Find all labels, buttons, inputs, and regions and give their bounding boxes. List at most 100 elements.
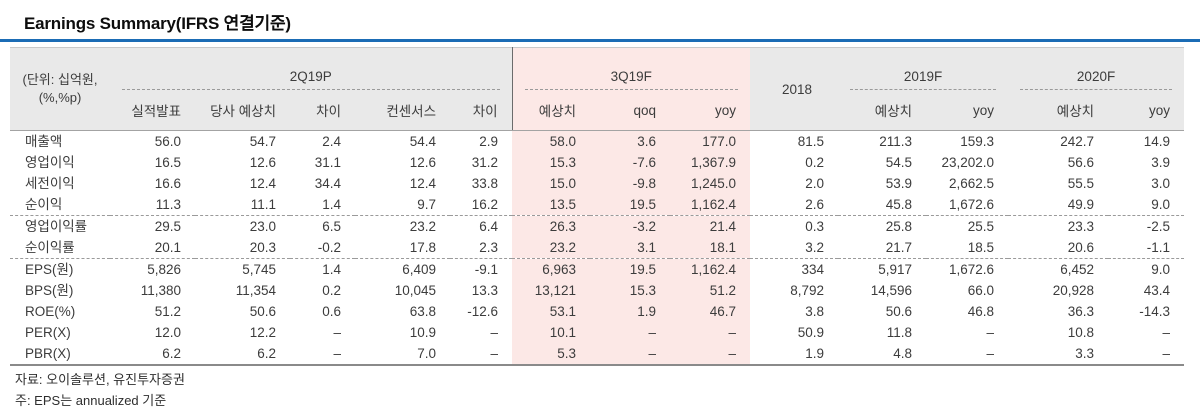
cell: -9.1 [450,258,513,280]
row-label: ROE(%) [25,304,76,319]
cell: 31.2 [471,155,499,170]
cell: 56.6 [1067,155,1095,170]
cell: 66.0 [967,283,995,298]
cell: 53.1 [512,301,591,322]
cell: 34.4 [314,176,341,191]
cell: 9.0 [1108,258,1185,280]
table-row: BPS(원) 11,380 11,354 0.2 10,045 13.3 13,121 15.… [10,280,1184,301]
cell: -9.8 [590,173,671,194]
table-row: PBR(X) 6.2 6.2–7.0–5.3– –1.9 4.8–3.3– [10,343,1185,366]
cell: 14,596 [870,283,913,298]
cell: 242.7 [1060,134,1095,149]
cell: 18.1 [670,237,751,259]
cell: 11,354 [235,283,276,298]
table-row: 세전이익 16.6 12.4 34.4 12.4 33.8 15.0 -9.8 1,245.0 2… [10,173,1184,194]
cell: 49.9 [1067,197,1095,212]
row-label: PBR(X) [10,343,110,366]
cell: 2.3 [479,240,499,255]
col-header-our-estimate: 당사 예상치 [195,90,290,131]
cell: 50.9 [797,325,825,340]
row-label: PER(X) [25,325,71,340]
cell: 13,121 [512,280,591,301]
cell: 50.6 [885,304,913,319]
cell: 19.5 [590,258,671,280]
cell: 54.4 [409,134,436,149]
cell: – [1162,325,1171,340]
cell: 334 [750,258,839,280]
col-header-2020-yoy: yoy [1108,90,1185,131]
cell: 33.8 [471,176,499,191]
table-row: ROE(%) 51.2 50.6 0.6 63.8 -12.6 53.1 1.9 46.7 3.8… [10,301,1184,322]
cell: 5,745 [195,258,290,280]
cell: 31.1 [314,155,341,170]
table-row: EPS(원) 5,826 5,745 1.4 6,409 -9.1 6,963 19.5 1,1… [10,258,1185,280]
cell: 4.8 [838,343,927,366]
cell: 1,162.4 [670,258,751,280]
cell: 21.7 [885,240,913,255]
cell: 12.6 [409,155,436,170]
cell: 15.3 [590,280,671,301]
cell: 23,202.0 [941,155,995,170]
cell: 9.0 [1151,197,1171,212]
cell: 12.6 [249,155,276,170]
cell: 55.5 [1067,176,1095,191]
unit-label: (단위: 십억원, (%,%p) [10,47,110,131]
cell: -1.1 [1146,240,1171,255]
cell: 51.2 [154,304,181,319]
cell: 56.0 [154,134,181,149]
unit-label-line2: (%,%p) [38,90,82,105]
col-header-qoq: qoq [590,90,671,131]
table-row: 영업이익률 29.5 23.0 6.5 23.2 6.4 26.3 -3.2 21.4 0.3 25… [10,215,1185,237]
cell: 5,917 [838,258,927,280]
cell: – [333,325,341,340]
table-row: 영업이익 16.5 12.6 31.1 12.6 31.2 15.3 -7.6 1,367.9 0… [10,152,1184,173]
cell: -3.2 [590,215,671,237]
earnings-table: (단위: 십억원, (%,%p) 2Q19P 3Q19F 2018 2019F … [10,47,1185,366]
cell: 12.2 [249,325,276,340]
cell: 46.8 [967,304,995,319]
cell: – [290,343,355,366]
cell: 21.4 [670,215,751,237]
cell: 0.6 [322,304,341,319]
cell: 8,792 [790,283,825,298]
cell: 177.0 [670,130,751,152]
cell: 5,826 [110,258,195,280]
cell: 2.0 [805,176,825,191]
cell: 3.1 [590,237,671,259]
title-block: Earnings Summary(IFRS 연결기준) [0,0,1200,42]
cell: 53.9 [885,176,913,191]
cell: 12.4 [249,176,276,191]
cell: 6.5 [290,215,355,237]
cell: 14.9 [1143,134,1171,149]
table-row: PER(X) 12.0 12.2–10.9–10.1– –50.9 11.8–10.8– [10,322,1184,343]
cell: 6,963 [512,258,591,280]
cell: 2.4 [322,134,341,149]
col-header-2019-estimate: 예상치 [838,90,927,131]
table-row: 순이익 11.3 11.1 1.4 9.7 16.2 13.5 19.5 1,162.4 2.6 4… [10,194,1184,216]
cell: 1,367.9 [670,152,751,173]
cell: 43.4 [1143,283,1171,298]
cell: 10.8 [1067,325,1095,340]
cell: 211.3 [879,134,913,149]
cell: 11.8 [886,325,913,340]
cell: 0.3 [750,215,839,237]
col-header-2019-yoy: yoy [926,90,1009,131]
cell: 29.5 [110,215,195,237]
col-header-2018: 2018 [750,47,839,131]
cell: 23.2 [512,237,591,259]
cell: 58.0 [512,130,591,152]
cell: 6,452 [1008,258,1109,280]
cell: 2.9 [479,134,499,149]
cell: – [986,325,995,340]
cell: 13.5 [512,194,591,216]
cell: 45.8 [885,197,913,212]
cell: 20.3 [249,240,276,255]
cell: 1.9 [590,301,671,322]
cell: 1.4 [290,258,355,280]
cell: 54.5 [885,155,913,170]
cell: 2.6 [805,197,825,212]
cell: 1,672.6 [949,197,995,212]
cell: 2,662.5 [949,176,995,191]
row-label: 매출액 [25,134,63,149]
col-header-actual: 실적발표 [110,90,195,131]
